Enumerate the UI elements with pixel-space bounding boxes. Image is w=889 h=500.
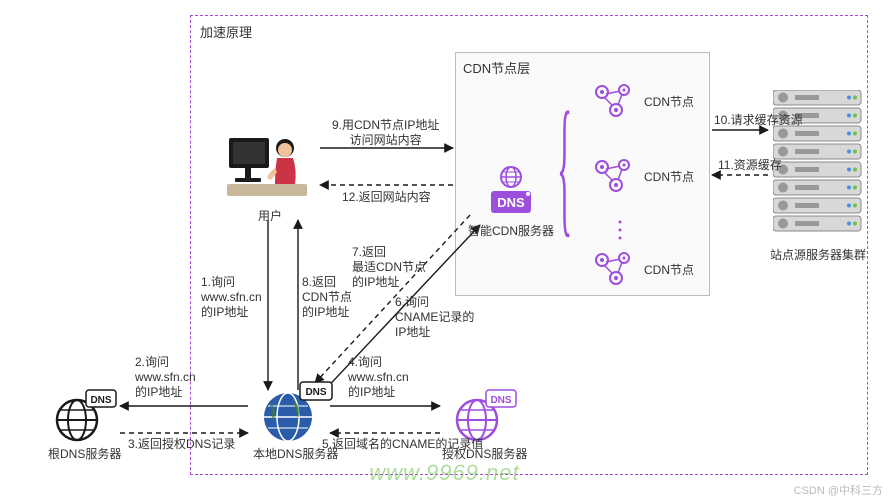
svg-text:DNS: DNS xyxy=(90,395,111,406)
edge-6-label: 6.询问 CNAME记录的 IP地址 xyxy=(395,295,474,340)
edge-3-label: 3.返回授权DNS记录 xyxy=(128,437,235,452)
smart-cdn-icon: DNS xyxy=(486,165,536,220)
edge-4-label: 4.询问 www.sfn.cn 的IP地址 xyxy=(348,355,409,400)
edge-11-label: 11.资源缓存 xyxy=(718,158,782,173)
user-icon xyxy=(225,130,315,205)
edge-1-label: 1.询问 www.sfn.cn 的IP地址 xyxy=(201,275,262,320)
origin-label: 站点源服务器集群 xyxy=(770,246,866,263)
cdn-node-a: CDN节点 xyxy=(590,80,694,120)
svg-text:DNS: DNS xyxy=(305,387,326,398)
edge-5-label: 5.返回域名的CNAME的记录值 xyxy=(322,437,483,452)
local-dns-icon: DNS xyxy=(258,380,334,443)
edge-2-label: 2.询问 www.sfn.cn 的IP地址 xyxy=(135,355,196,400)
user-node: 用户 xyxy=(225,130,315,224)
root-dns-node: DNS 根DNS服务器 xyxy=(48,388,121,462)
auth-dns-icon: DNS xyxy=(452,388,518,443)
root-dns-icon: DNS xyxy=(52,388,118,443)
edge-10-label: 10.请求缓存资源 xyxy=(714,113,803,128)
cdn-node-c: CDN节点 xyxy=(590,248,694,288)
cdn-node-icon xyxy=(590,80,638,120)
cdn-node-b-label: CDN节点 xyxy=(644,168,694,185)
brace-icon: { xyxy=(557,79,572,254)
cdn-node-icon xyxy=(590,155,638,195)
cdn-node-c-label: CDN节点 xyxy=(644,261,694,278)
smart-cdn-node: DNS 智能CDN服务器 xyxy=(468,165,554,239)
smart-cdn-label: 智能CDN服务器 xyxy=(468,222,554,239)
edge-9-label: 9.用CDN节点IP地址 访问网站内容 xyxy=(332,118,439,148)
edge-8-label: 8.返回 CDN节点 的IP地址 xyxy=(302,275,352,320)
cdn-node-a-label: CDN节点 xyxy=(644,93,694,110)
user-label: 用户 xyxy=(258,207,282,224)
principle-title: 加速原理 xyxy=(200,22,252,41)
root-dns-label: 根DNS服务器 xyxy=(48,445,121,462)
edge-7-label: 7.返回 最适CDN节点 的IP地址 xyxy=(352,245,426,290)
credit: CSDN @中科三方 xyxy=(794,482,883,498)
cdn-node-b: CDN节点 xyxy=(590,155,694,195)
svg-text:DNS: DNS xyxy=(490,395,511,406)
cdn-layer-title: CDN节点层 xyxy=(463,58,530,77)
svg-text:DNS: DNS xyxy=(497,195,525,210)
watermark: www.9969.net xyxy=(369,460,519,486)
edge-12-label: 12.返回网站内容 xyxy=(342,190,431,205)
cdn-node-icon xyxy=(590,248,638,288)
